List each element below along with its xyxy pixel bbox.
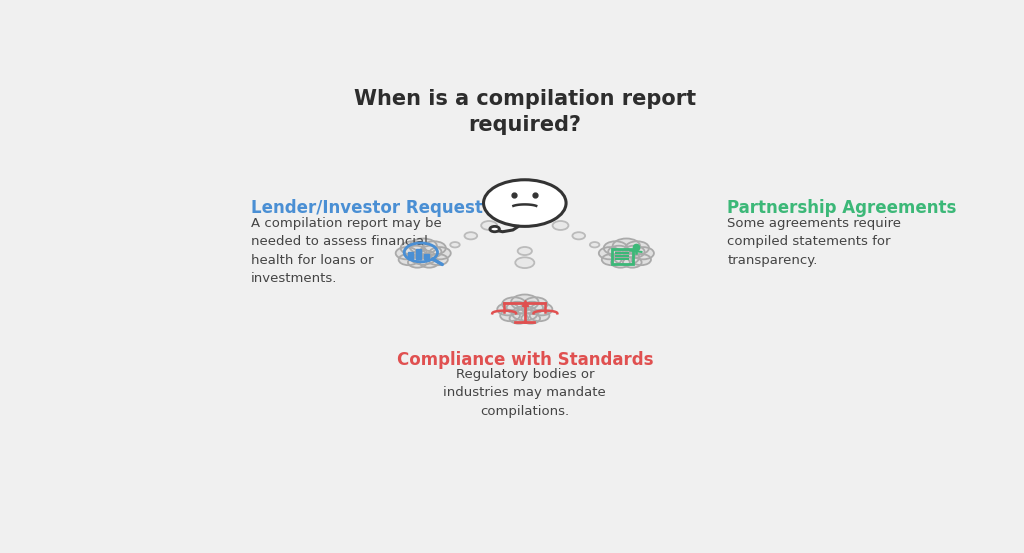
Circle shape (626, 241, 649, 254)
Circle shape (590, 242, 599, 247)
Circle shape (451, 242, 460, 247)
Circle shape (498, 303, 519, 315)
Circle shape (602, 254, 622, 265)
Circle shape (623, 257, 642, 268)
Circle shape (529, 310, 550, 321)
Circle shape (410, 238, 437, 254)
Circle shape (502, 298, 525, 311)
Circle shape (521, 313, 540, 324)
Circle shape (398, 254, 418, 265)
Bar (416, 249, 421, 259)
Text: Regulatory bodies or
industries may mandate
compilations.: Regulatory bodies or industries may mand… (443, 368, 606, 418)
Bar (408, 252, 414, 259)
Circle shape (611, 257, 630, 268)
Circle shape (632, 254, 651, 265)
Circle shape (632, 247, 654, 259)
Circle shape (512, 306, 538, 321)
Circle shape (395, 247, 418, 259)
Circle shape (553, 221, 568, 230)
Circle shape (411, 250, 436, 265)
Text: A compilation report may be
needed to assess financial
health for loans or
inves: A compilation report may be needed to as… (251, 217, 441, 285)
Text: Compliance with Standards: Compliance with Standards (396, 351, 653, 369)
Circle shape (483, 180, 566, 226)
Circle shape (489, 226, 500, 232)
Bar (612, 249, 633, 264)
Circle shape (507, 302, 528, 314)
Circle shape (521, 302, 543, 314)
Text: When is a compilation report
required?: When is a compilation report required? (353, 89, 696, 135)
Circle shape (429, 247, 451, 259)
Circle shape (465, 232, 477, 239)
Circle shape (420, 246, 441, 258)
Circle shape (524, 298, 548, 311)
Circle shape (518, 247, 531, 255)
Circle shape (406, 246, 427, 258)
Circle shape (500, 310, 520, 321)
Circle shape (604, 241, 628, 254)
Circle shape (613, 250, 639, 265)
Circle shape (511, 295, 539, 310)
Text: Lender/Investor Request: Lender/Investor Request (251, 199, 483, 217)
Circle shape (420, 257, 438, 268)
Circle shape (408, 257, 427, 268)
Circle shape (428, 254, 447, 265)
Bar (424, 254, 429, 259)
Circle shape (515, 257, 535, 268)
Circle shape (612, 238, 640, 254)
Circle shape (510, 313, 528, 324)
Circle shape (400, 241, 424, 254)
Text: Partnership Agreements: Partnership Agreements (727, 199, 956, 217)
Circle shape (608, 246, 630, 258)
Circle shape (599, 247, 621, 259)
Circle shape (422, 241, 445, 254)
Circle shape (623, 246, 644, 258)
Circle shape (481, 221, 497, 230)
Text: Some agreements require
compiled statements for
transparency.: Some agreements require compiled stateme… (727, 217, 901, 267)
Circle shape (572, 232, 585, 239)
Circle shape (530, 303, 552, 315)
